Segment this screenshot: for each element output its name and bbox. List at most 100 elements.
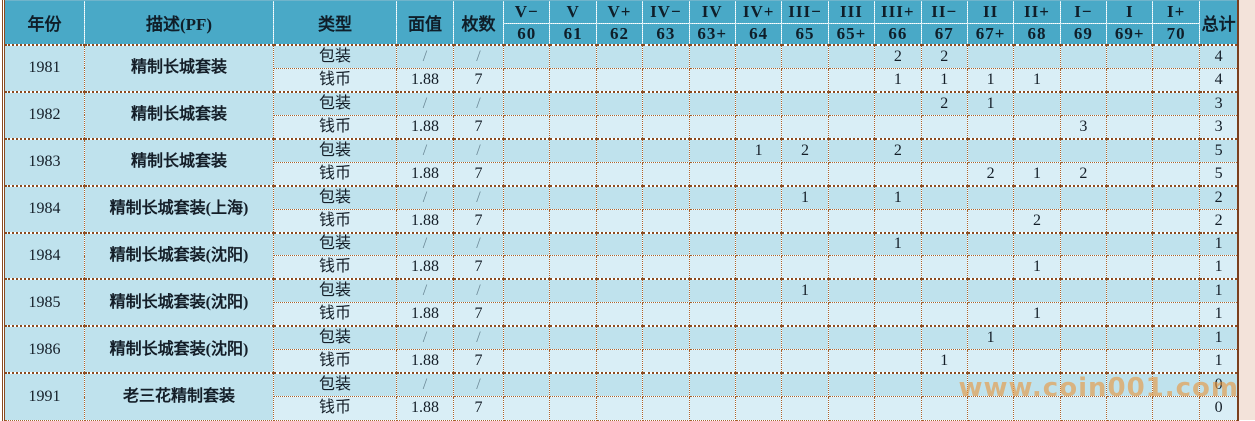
grade-cell-67 (920, 184, 968, 210)
header-grade-roman-65+: III (827, 0, 876, 24)
grade-cell-63 (642, 349, 690, 374)
grade-cell-65+ (827, 137, 876, 163)
face-value-cell: 1.88 (396, 255, 454, 280)
grade-cell-61 (549, 231, 597, 257)
grade-cell-70 (1152, 302, 1200, 327)
grade-cell-63 (642, 184, 690, 210)
grade-cell-67+ (966, 231, 1015, 257)
grade-cell-67+ (966, 114, 1015, 140)
total-cell: 3 (1198, 114, 1239, 140)
grade-cell-60 (502, 43, 551, 69)
grade-cell-66: 1 (874, 231, 922, 257)
table-row: 1986 精制长城套装(沈阳) 包装 //1 1 (3, 325, 1239, 374)
grade-cell-70 (1152, 90, 1200, 116)
grade-cell-67 (920, 325, 968, 351)
grade-cell-69 (1059, 396, 1108, 421)
table-row: 钱币 1.88 7 0 (4, 396, 1239, 421)
grade-cell-68: 2 (1013, 208, 1061, 234)
grade-cell-68 (1013, 137, 1061, 163)
grade-cell-69+ (1106, 67, 1154, 93)
type-cell: 钱币 (273, 349, 397, 374)
total-cell: 5 (1198, 161, 1239, 187)
type-cell: 钱币 (273, 396, 397, 421)
header-grade-roman-61: V (549, 0, 597, 24)
year-cell: 1984 (3, 231, 85, 280)
grade-cell-64 (734, 161, 783, 187)
grade-cell-65+ (827, 184, 876, 210)
grade-cell-67+: 1 (966, 325, 1015, 351)
grade-cell-63+ (688, 90, 736, 116)
desc-cell: 精制长城套装(沈阳) (84, 278, 274, 327)
grade-cell-63 (642, 278, 690, 304)
grade-cell-63+ (688, 325, 736, 351)
type-cell: 钱币 (273, 255, 397, 280)
grade-cell-66 (874, 255, 922, 280)
coin-count-cell: 7 (453, 396, 504, 421)
desc-cell: 精制长城套装(沈阳) (84, 231, 274, 280)
year-cell: 1985 (3, 278, 85, 327)
grade-cell-63 (642, 114, 690, 140)
table-row: 1991 老三花精制套装 包装 //0 (3, 372, 1239, 421)
grade-cell-63+ (688, 302, 736, 327)
grade-cell-63 (642, 137, 690, 163)
grade-cell-70 (1152, 231, 1200, 257)
grade-cell-60 (502, 255, 551, 280)
grade-cell-63 (642, 67, 690, 93)
total-cell: 1 (1198, 349, 1239, 374)
grade-cell-63+ (688, 184, 736, 210)
grade-cell-65: 2 (781, 137, 829, 163)
grade-cell-61 (549, 137, 597, 163)
grade-cell-65+ (827, 302, 876, 327)
grade-cell-69+ (1106, 231, 1154, 257)
grade-cell-63 (642, 302, 690, 327)
grade-cell-67 (920, 255, 968, 280)
grade-cell-69+ (1106, 114, 1154, 140)
grade-cell-69+ (1106, 43, 1154, 69)
grade-cell-66 (874, 372, 922, 398)
table-row: 1984 精制长城套装(上海) 包装 //1 1 2 (3, 184, 1239, 233)
coin-count-cell: 7 (453, 208, 504, 234)
grade-cell-64 (734, 255, 783, 280)
grade-cell-63 (642, 396, 690, 421)
type-cell: 包装 (273, 372, 397, 398)
header-grade-roman-63+: IV (688, 0, 736, 24)
table-row: 1982 精制长城套装 包装 //2 1 3 (3, 90, 1239, 140)
type-cell: 包装 (273, 231, 397, 257)
header-grade-num-67+: 67+ (966, 23, 1015, 46)
grade-cell-69+ (1106, 396, 1154, 421)
grade-cell-61 (549, 90, 597, 116)
grade-cell-63 (642, 90, 690, 116)
grade-cell-62 (595, 231, 644, 257)
grade-cell-62 (595, 325, 644, 351)
header-count: 枚数 (453, 0, 504, 46)
grade-cell-60 (502, 67, 551, 93)
table-row: 钱币 1.88 7 3 3 (4, 114, 1239, 140)
total-cell: 1 (1198, 302, 1239, 327)
grade-cell-61 (549, 349, 597, 374)
table-header: 年份 描述(PF) 类型 面值 枚数 V− V V+ IV− IV IV+ III− III I… (3, 0, 1239, 46)
face-value-cell: 1.88 (396, 396, 454, 421)
grade-cell-65 (781, 114, 829, 140)
grade-cell-69+ (1106, 184, 1154, 210)
desc-cell: 精制长城套装(上海) (84, 184, 274, 233)
grade-cell-67+ (966, 396, 1015, 421)
grade-cell-66 (874, 114, 922, 140)
grade-cell-67 (920, 208, 968, 234)
header-grade-roman-69+: I (1106, 0, 1154, 24)
grade-cell-64: 1 (734, 137, 783, 163)
grade-cell-67: 1 (920, 349, 968, 374)
grade-cell-65 (781, 231, 829, 257)
grade-cell-70 (1152, 396, 1200, 421)
grade-cell-65+ (827, 90, 876, 116)
type-cell: 包装 (273, 90, 397, 116)
grade-cell-61 (549, 161, 597, 187)
header-desc: 描述(PF) (84, 0, 274, 46)
grade-cell-63+ (688, 137, 736, 163)
grade-cell-61 (549, 372, 597, 398)
grade-cell-70 (1152, 349, 1200, 374)
header-grade-roman-67: II− (920, 0, 968, 24)
grade-cell-61 (549, 114, 597, 140)
grade-cell-62 (595, 137, 644, 163)
grade-cell-66 (874, 349, 922, 374)
